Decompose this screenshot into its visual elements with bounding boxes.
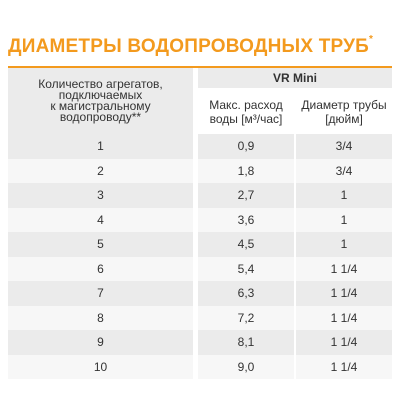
units-count-header-line: водопроводу**	[59, 110, 142, 124]
table-row: 7 6,3 1 1/4	[8, 281, 392, 306]
column-gap	[193, 330, 198, 355]
title-divider	[8, 66, 392, 68]
units-count-cell: 5	[97, 237, 104, 252]
units-count-cell: 7	[97, 286, 104, 301]
units-count-cell: 2	[97, 163, 104, 178]
units-count-header: Количество агрегатов, подключаемых к маг…	[8, 68, 193, 134]
table-row: 6 5,4 1 1/4	[8, 256, 392, 281]
max-flow-cell: 1,8	[237, 163, 255, 178]
pipe-diameter-cell: 1 1/4	[294, 305, 392, 330]
table-row: 8 7,2 1 1/4	[8, 305, 392, 330]
max-flow-header: Макс. расход воды [м³/час]	[198, 89, 295, 134]
max-flow-header-line: Макс. расход	[209, 98, 283, 112]
pipe-diameter-cell: 3/4	[294, 134, 392, 159]
pipe-diameter-table: Количество агрегатов, подключаемых к маг…	[8, 68, 392, 379]
title-footnote-mark: *	[369, 34, 374, 45]
column-gap	[193, 305, 198, 330]
pipe-diameter-cell: 1 1/4	[294, 256, 392, 281]
units-count-header-line: подключаемых	[58, 88, 143, 102]
table-row: 3 2,7 1	[8, 183, 392, 208]
table-row: 5 4,5 1	[8, 232, 392, 257]
max-flow-cell: 5,4	[237, 261, 255, 276]
max-flow-cell: 6,3	[237, 286, 255, 301]
column-gap	[193, 158, 198, 183]
column-gap	[193, 183, 198, 208]
units-count-header-line: к магистральному	[50, 99, 151, 113]
max-flow-cell: 3,6	[237, 212, 255, 227]
column-gap	[193, 232, 198, 257]
pipe-diameter-header-line: Диаметр трубы	[301, 98, 387, 112]
model-header: VR Mini	[198, 68, 392, 90]
column-gap	[193, 134, 198, 159]
table-row: 2 1,8 3/4	[8, 158, 392, 183]
table-row: 1 0,9 3/4	[8, 134, 392, 159]
column-gap	[193, 256, 198, 281]
units-count-cell: 1	[97, 139, 104, 154]
units-count-cell: 10	[93, 359, 108, 374]
pipe-diameter-header: Диаметр трубы [дюйм]	[294, 89, 392, 134]
pipe-diameter-header-line: [дюйм]	[325, 112, 363, 126]
pipe-diameter-cell: 1 1/4	[294, 281, 392, 306]
pipe-diameter-cell: 1 1/4	[294, 354, 392, 379]
page-title-text: ДИАМЕТРЫ ВОДОПРОВОДНЫХ ТРУБ	[8, 36, 370, 57]
column-gap	[193, 354, 198, 379]
pipe-diameter-cell: 3/4	[294, 158, 392, 183]
max-flow-cell: 4,5	[237, 237, 255, 252]
units-count-cell: 3	[97, 188, 104, 203]
units-count-cell: 4	[97, 212, 104, 227]
column-gap	[193, 68, 198, 134]
units-count-cell: 8	[97, 310, 104, 325]
page-title: ДИАМЕТРЫ ВОДОПРОВОДНЫХ ТРУБ*	[8, 34, 374, 58]
max-flow-cell: 8,1	[237, 335, 255, 350]
max-flow-cell: 0,9	[237, 139, 255, 154]
pipe-diameter-cell: 1	[294, 183, 392, 208]
max-flow-cell: 7,2	[237, 310, 255, 325]
max-flow-header-line: воды [м³/час]	[209, 112, 283, 126]
table-row: 10 9,0 1 1/4	[8, 354, 392, 379]
pipe-diameter-cell: 1	[294, 207, 392, 232]
pipe-diameter-cell: 1 1/4	[294, 330, 392, 355]
pipe-diameter-cell: 1	[294, 232, 392, 257]
table-row: 4 3,6 1	[8, 207, 392, 232]
table-row: 9 8,1 1 1/4	[8, 330, 392, 355]
max-flow-cell: 2,7	[237, 188, 255, 203]
column-gap	[193, 281, 198, 306]
units-count-header-line: Количество агрегатов,	[38, 77, 163, 91]
max-flow-cell: 9,0	[237, 359, 255, 374]
units-count-cell: 9	[97, 335, 104, 350]
column-gap	[193, 207, 198, 232]
units-count-cell: 6	[97, 261, 104, 276]
